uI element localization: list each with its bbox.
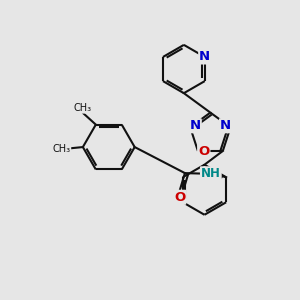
Text: N: N [220,119,231,132]
Text: N: N [190,119,201,132]
Text: CH₃: CH₃ [52,143,71,154]
Text: O: O [174,191,185,204]
Text: O: O [198,145,209,158]
Text: NH: NH [201,167,221,180]
Text: CH₃: CH₃ [74,103,92,113]
Text: N: N [199,50,210,64]
